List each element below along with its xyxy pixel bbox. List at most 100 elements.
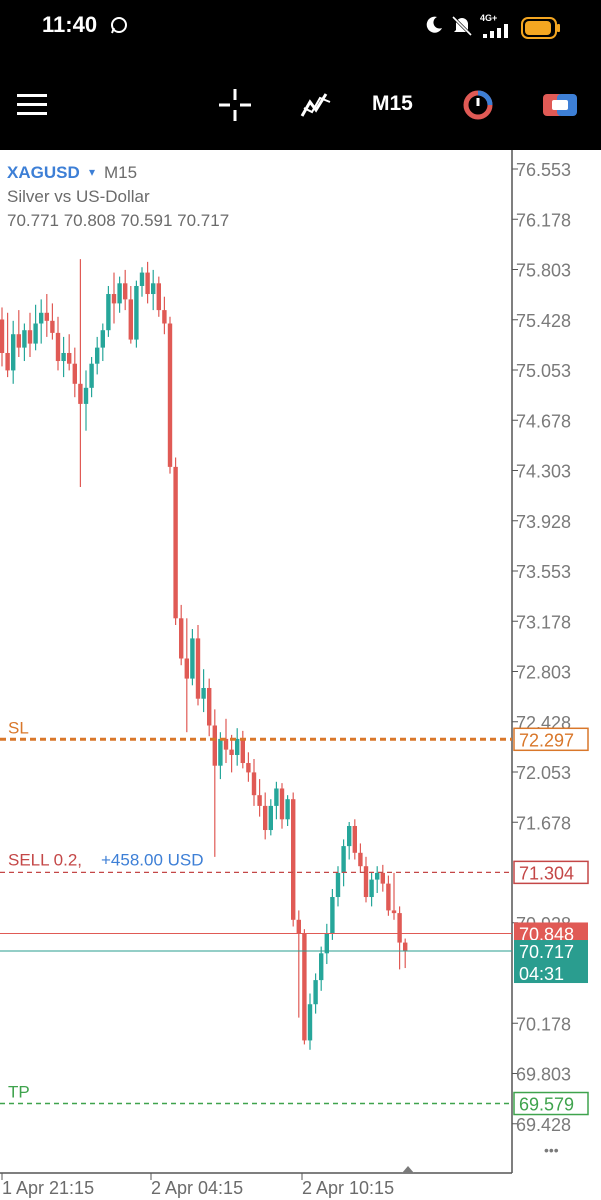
candle-body <box>33 323 38 344</box>
candle-body <box>100 330 105 348</box>
candle-body <box>274 788 279 806</box>
more-options-icon[interactable]: ••• <box>544 1142 559 1158</box>
candle-body <box>223 738 229 750</box>
candle <box>134 280 139 348</box>
candle-body <box>307 1004 313 1041</box>
trade-levels: SL 72.297 SELL 0.2, +458.00 USD 71.304 TP 69.5… <box>0 718 589 1116</box>
candle-body <box>229 749 234 755</box>
candle-body <box>313 980 318 1005</box>
candle <box>403 938 408 969</box>
time-scroll-marker[interactable] <box>402 1166 414 1173</box>
candle-body <box>397 913 402 943</box>
candle-body <box>22 330 27 348</box>
candle <box>190 629 195 686</box>
status-time: 11:40 <box>42 12 98 37</box>
toolbar: M15 <box>0 55 601 150</box>
candle-body <box>363 866 369 898</box>
status-bar: 11:40 4G+ <box>0 0 601 55</box>
candle <box>184 618 189 733</box>
candle <box>33 304 38 351</box>
price-tick-label: 74.678 <box>516 411 571 431</box>
candle-body <box>285 799 290 820</box>
candle-body <box>347 826 352 847</box>
price-tick-label: 72.053 <box>516 763 571 783</box>
candle-body <box>156 283 161 311</box>
candle <box>223 718 229 764</box>
candle-body <box>72 363 77 384</box>
candle-body <box>106 294 111 331</box>
candle <box>251 759 257 806</box>
indicators-icon[interactable] <box>296 85 336 125</box>
candle <box>111 272 117 324</box>
price-tick-label: 76.178 <box>516 210 571 230</box>
candle <box>375 866 380 894</box>
crosshair-icon[interactable] <box>215 85 255 125</box>
candle <box>235 728 240 766</box>
candle <box>330 888 335 940</box>
sell-order-label: SELL 0.2, <box>8 850 82 869</box>
candle-body <box>44 312 49 321</box>
candle-body <box>380 872 385 884</box>
candle <box>363 856 369 903</box>
candle-body <box>279 788 285 820</box>
candle <box>324 923 329 965</box>
candle-body <box>403 942 408 951</box>
candles <box>0 259 408 1050</box>
timeframe-button[interactable]: M15 <box>372 92 413 115</box>
tp-label: TP <box>8 1083 30 1102</box>
time-tick-label: 1 Apr 21:15 <box>2 1178 94 1198</box>
clock-icon[interactable] <box>460 87 496 123</box>
candle <box>207 678 212 737</box>
chart-timeframe: M15 <box>104 163 138 182</box>
candle-body <box>207 687 212 726</box>
candle-body <box>235 738 240 755</box>
candle-body <box>324 933 329 954</box>
menu-icon[interactable] <box>12 85 52 125</box>
candle-body <box>201 687 206 699</box>
candle-body <box>151 283 156 295</box>
network-type: 4G+ <box>480 13 498 23</box>
candle <box>27 312 33 358</box>
muted-bell-icon <box>450 14 474 43</box>
candle-body <box>162 310 167 324</box>
candle <box>100 323 105 362</box>
candle-body <box>375 872 380 880</box>
price-tick-label: 69.803 <box>516 1065 571 1085</box>
candle <box>128 285 133 344</box>
candle-body <box>5 352 10 371</box>
candle <box>50 303 55 340</box>
candle <box>369 872 374 907</box>
candle-body <box>16 334 21 348</box>
symbol-dropdown-icon[interactable]: ▾ <box>89 165 96 179</box>
candle-body <box>67 352 72 364</box>
candle <box>397 906 402 970</box>
candle-body <box>139 272 145 286</box>
candle <box>319 946 324 991</box>
candle <box>347 821 352 860</box>
candle-body <box>246 763 251 773</box>
candle <box>39 299 44 344</box>
candle-body <box>117 283 122 304</box>
price-tick-label: 71.678 <box>516 813 571 833</box>
candle <box>139 267 145 297</box>
candle-body <box>123 283 128 300</box>
trade-icon[interactable] <box>540 89 580 121</box>
price-chart[interactable]: 76.553 76.178 75.803 75.428 75.053 74.678 74.3… <box>0 150 601 1200</box>
candle-body <box>257 795 262 806</box>
candle <box>89 357 94 398</box>
candle-body <box>335 872 341 898</box>
candle <box>145 261 150 304</box>
sell-order-profit: +458.00 USD <box>101 850 204 869</box>
candle <box>173 457 178 626</box>
candle-body <box>61 352 66 362</box>
time-tick-label: 2 Apr 10:15 <box>302 1178 394 1198</box>
candle-body <box>89 363 94 388</box>
candle-body <box>39 312 44 324</box>
candle-body <box>330 897 335 934</box>
candle <box>291 792 296 927</box>
candle-body <box>184 658 189 679</box>
candle-body <box>27 330 33 344</box>
chart-symbol[interactable]: XAGUSD <box>7 163 80 182</box>
candle <box>296 910 301 1018</box>
candle-body <box>391 910 397 914</box>
